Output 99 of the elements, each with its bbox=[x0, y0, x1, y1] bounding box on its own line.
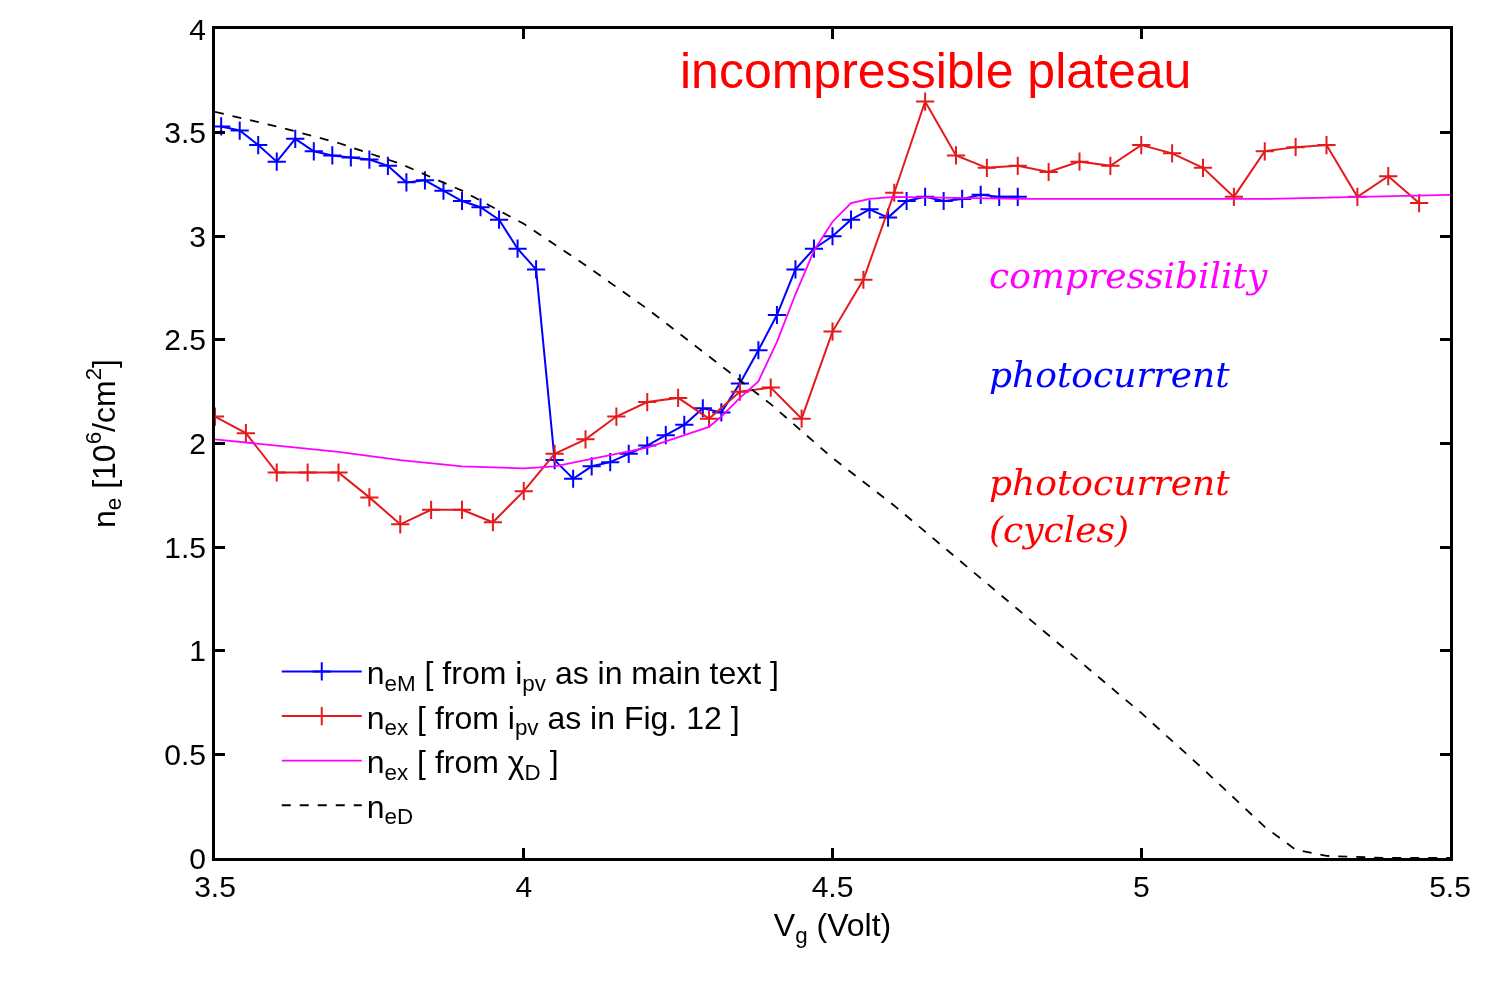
legend-label: n$_{eM}$ [ from i$_{pv}$ as in main text ] bbox=[366, 654, 779, 696]
point bbox=[1378, 166, 1399, 187]
point bbox=[1162, 143, 1183, 164]
point bbox=[698, 408, 720, 429]
annotation: incompressible plateau bbox=[680, 43, 1192, 99]
point bbox=[618, 443, 639, 464]
point bbox=[266, 462, 287, 483]
point bbox=[1131, 134, 1152, 156]
point bbox=[1316, 134, 1337, 156]
point bbox=[970, 184, 991, 205]
point bbox=[544, 443, 565, 464]
point bbox=[1069, 151, 1090, 172]
x-tick-label: 4 bbox=[515, 870, 533, 903]
point bbox=[884, 182, 905, 203]
point bbox=[235, 423, 256, 444]
y-tick-label: 1.5 bbox=[164, 530, 206, 564]
point bbox=[853, 269, 874, 290]
point bbox=[933, 190, 954, 212]
point bbox=[526, 259, 547, 280]
legend-label: n$_{ex}$ [ from i$_{pv}$ as in Fig. 12 ] bbox=[366, 699, 740, 741]
point bbox=[421, 499, 442, 520]
point bbox=[668, 387, 689, 409]
point bbox=[637, 391, 658, 413]
annotation: photocurrent (cycles) bbox=[989, 462, 1231, 550]
point bbox=[451, 190, 473, 212]
point bbox=[285, 128, 306, 149]
x-tick-label: 4.5 bbox=[811, 870, 854, 903]
point bbox=[1007, 186, 1028, 207]
annotation: compressibility bbox=[989, 255, 1269, 296]
point bbox=[414, 170, 436, 191]
point bbox=[896, 190, 917, 212]
point bbox=[328, 462, 349, 483]
point bbox=[674, 414, 695, 435]
point bbox=[488, 209, 510, 230]
point bbox=[390, 514, 411, 535]
point bbox=[1100, 155, 1121, 176]
point bbox=[1007, 155, 1028, 176]
point bbox=[513, 481, 534, 502]
point bbox=[1038, 161, 1059, 183]
point bbox=[791, 408, 812, 429]
point bbox=[359, 149, 380, 170]
point bbox=[785, 259, 806, 280]
point bbox=[711, 402, 732, 423]
point bbox=[340, 147, 361, 168]
point bbox=[482, 512, 503, 533]
point bbox=[760, 377, 781, 398]
y-tick-label: 2 bbox=[189, 427, 206, 460]
point bbox=[729, 381, 750, 402]
point bbox=[1223, 186, 1244, 207]
point bbox=[248, 134, 269, 156]
point bbox=[1192, 157, 1214, 178]
legend-label: n$_{eD}$ bbox=[366, 788, 414, 830]
point bbox=[803, 238, 825, 259]
point bbox=[433, 180, 454, 201]
point bbox=[266, 151, 287, 172]
point bbox=[859, 199, 880, 220]
point bbox=[1285, 137, 1306, 158]
point bbox=[451, 499, 473, 520]
legend-label: n$_{ex}$ [ from χ$_{D}$ ] bbox=[366, 744, 559, 785]
y-tick-label: 2.5 bbox=[164, 323, 206, 357]
point bbox=[575, 429, 596, 450]
y-tick-label: 1 bbox=[189, 634, 206, 668]
point bbox=[600, 452, 621, 473]
point bbox=[359, 487, 380, 508]
point bbox=[655, 425, 676, 446]
point bbox=[840, 209, 862, 230]
point bbox=[297, 462, 318, 483]
point bbox=[822, 226, 843, 247]
point bbox=[303, 141, 324, 162]
point bbox=[766, 304, 788, 326]
point bbox=[1254, 141, 1275, 162]
y-tick-label: 3 bbox=[189, 219, 206, 253]
y-tick-label: 4 bbox=[189, 12, 206, 46]
point bbox=[637, 435, 658, 456]
point bbox=[692, 398, 713, 419]
point bbox=[507, 238, 528, 259]
x-tick-label: 5 bbox=[1132, 870, 1150, 903]
point bbox=[581, 456, 602, 477]
point bbox=[322, 145, 343, 166]
x-axis-title: V$_{g}$ (Volt) bbox=[773, 906, 892, 948]
y-tick-label: 3.5 bbox=[164, 116, 206, 150]
point bbox=[952, 188, 973, 210]
point bbox=[748, 340, 769, 361]
point bbox=[606, 406, 627, 427]
point bbox=[470, 197, 491, 218]
point bbox=[945, 145, 967, 166]
y-tick-label: 0 bbox=[189, 841, 206, 875]
annotation: photocurrent bbox=[989, 354, 1231, 395]
line-series bbox=[215, 193, 1450, 470]
point bbox=[563, 468, 584, 489]
y-tick-label: 0.5 bbox=[164, 737, 206, 771]
point bbox=[1409, 192, 1430, 214]
point bbox=[822, 321, 843, 342]
point bbox=[229, 120, 250, 141]
point bbox=[377, 155, 398, 176]
x-tick-label: 5.5 bbox=[1429, 870, 1471, 903]
point bbox=[976, 157, 997, 178]
point bbox=[989, 186, 1010, 207]
point bbox=[396, 172, 417, 193]
